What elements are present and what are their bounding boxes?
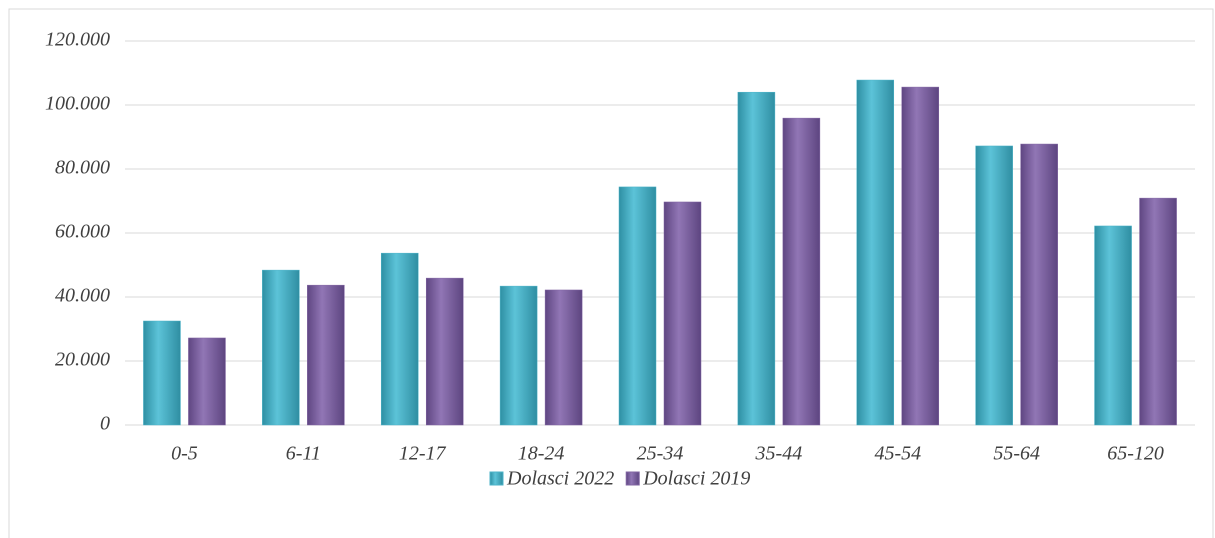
bar (737, 91, 776, 426)
bar (143, 320, 181, 426)
bar (1139, 197, 1177, 426)
x-tick-label: 6-11 (286, 443, 321, 465)
bar (901, 86, 940, 426)
legend-label: Dolasci 2019 (642, 468, 750, 490)
y-tick-label: 100.000 (45, 93, 110, 115)
legend-swatch (489, 471, 504, 486)
x-tick-label: 12-17 (399, 443, 447, 465)
x-tick-label: 45-54 (874, 443, 921, 465)
x-tick-label: 65-120 (1107, 443, 1164, 465)
x-tick-label: 25-34 (637, 443, 684, 465)
legend-swatch (625, 471, 640, 486)
x-tick-label: 0-5 (171, 443, 198, 465)
x-tick-label: 55-64 (993, 443, 1040, 465)
y-tick-label: 80.000 (55, 157, 110, 179)
legend-label: Dolasci 2022 (506, 468, 614, 490)
y-tick-label: 60.000 (55, 221, 110, 243)
bar (1094, 225, 1132, 426)
bar (544, 289, 583, 426)
x-tick-label: 18-24 (518, 443, 565, 465)
chart-frame (8, 8, 1214, 538)
bar (782, 117, 821, 426)
bar (307, 284, 345, 426)
bar (188, 337, 226, 426)
bar (975, 145, 1013, 426)
bar (856, 79, 895, 426)
bar (425, 277, 464, 426)
bar (1020, 143, 1058, 426)
y-tick-label: 120.000 (45, 29, 110, 51)
bar (380, 252, 419, 426)
bar (262, 269, 300, 426)
y-tick-label: 20.000 (55, 349, 110, 371)
bar (499, 285, 538, 426)
x-tick-label: 35-44 (755, 443, 803, 465)
y-tick-label: 40.000 (55, 285, 110, 307)
y-tick-label: 0 (100, 413, 110, 435)
bar (663, 201, 702, 426)
bar (618, 186, 657, 426)
